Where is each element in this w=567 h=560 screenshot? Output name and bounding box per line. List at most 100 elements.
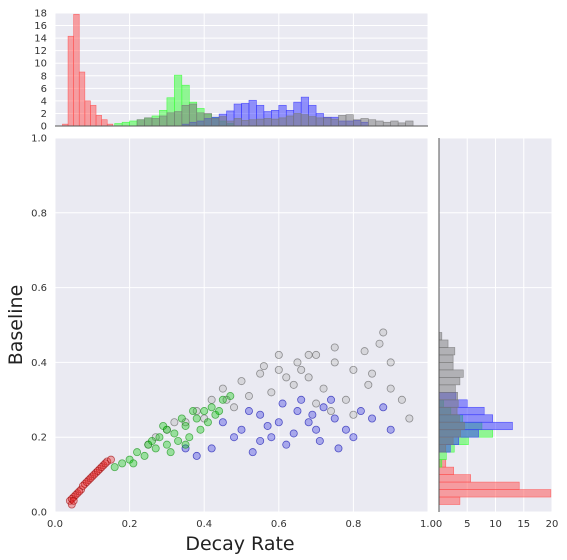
scatter-point: [244, 392, 253, 401]
top-hist-bar: [203, 113, 212, 127]
joint-y-tick-label: 0.4: [31, 358, 47, 369]
joint-x-tick-label: 0.0: [47, 519, 63, 530]
scatter-point: [312, 425, 321, 434]
scatter-point: [218, 384, 227, 393]
x-axis-label: Decay Rate: [185, 533, 294, 555]
top-hist-bar: [263, 118, 272, 127]
scatter-point: [256, 410, 265, 419]
scatter-point: [151, 444, 160, 453]
top-hist-bar: [345, 114, 354, 127]
top-hist-bar: [84, 100, 91, 127]
scatter-point: [341, 425, 350, 434]
scatter-point: [405, 414, 414, 423]
joint-y-ticks: 0.0 0.2 0.4 0.6 0.8 1.0: [31, 134, 47, 519]
top-hist-bar: [121, 121, 130, 127]
scatter-point: [379, 403, 388, 412]
right-hist-bar: [438, 481, 520, 490]
scatter-point: [263, 421, 272, 430]
scatter-point: [226, 392, 235, 401]
scatter-point: [282, 440, 291, 449]
top-hist-bar: [256, 118, 265, 127]
right-hist-bar: [438, 429, 461, 438]
y-axis-label: Baseline: [5, 285, 27, 366]
top-hist-bar: [144, 117, 153, 127]
top-hist-bar: [375, 120, 384, 127]
scatter-point: [274, 350, 283, 359]
top-hist-bar: [196, 112, 205, 127]
scatter-point: [174, 436, 183, 445]
scatter-point: [155, 433, 164, 442]
top-hist-bar: [218, 116, 227, 127]
right-hist-x-tick-label: 15: [517, 519, 530, 530]
scatter-point: [386, 425, 395, 434]
scatter-point: [181, 440, 190, 449]
scatter-point: [304, 373, 313, 382]
scatter-point: [312, 399, 321, 408]
scatter-point: [162, 440, 171, 449]
top-hist-y-tick-label: 18: [34, 9, 47, 20]
top-hist-bar: [323, 117, 332, 127]
scatter-point: [170, 429, 179, 438]
scatter-point: [397, 395, 406, 404]
right-hist-bar: [438, 496, 461, 505]
scatter-point: [274, 365, 283, 374]
scatter-point: [334, 444, 343, 453]
top-hist-bar: [233, 118, 242, 127]
scatter-point: [203, 418, 212, 427]
joint-grid: [54, 137, 429, 513]
scatter-point: [375, 339, 384, 348]
top-hist-bar: [368, 119, 377, 127]
right-hist-x-tick-label: 10: [489, 519, 502, 530]
scatter-point: [177, 414, 186, 423]
top-hist-y-tick-label: 8: [41, 71, 47, 82]
right-hist-bar: [438, 436, 454, 445]
joint-y-tick-label: 1.0: [31, 134, 47, 145]
scatter-point: [181, 421, 190, 430]
top-hist-bar: [285, 115, 295, 127]
scatter-point: [267, 388, 276, 397]
top-hist-bar: [159, 115, 168, 127]
top-hist-y-tick-label: 14: [34, 34, 47, 45]
top-hist-bar: [181, 104, 190, 127]
scatter-point: [386, 358, 395, 367]
scatter-point: [278, 399, 287, 408]
scatter-point: [327, 407, 336, 416]
scatter-point: [289, 429, 298, 438]
scatter-point: [349, 365, 358, 374]
scatter-point: [364, 380, 373, 389]
scatter-point: [360, 347, 369, 356]
top-hist-bar: [278, 117, 287, 127]
scatter-point: [129, 459, 138, 468]
scatter-point: [237, 425, 246, 434]
scatter-point: [289, 380, 298, 389]
joint-x-tick-label: 1.0: [420, 519, 436, 530]
right-hist-bar: [438, 421, 465, 431]
scatter-point: [356, 407, 365, 416]
joint-x-ticks: 0.0 0.2 0.4 0.6 0.8 1.0: [47, 519, 436, 530]
right-hist-bar: [438, 489, 552, 498]
scatter-point: [327, 395, 336, 404]
scatter-point: [207, 444, 216, 453]
scatter-point: [196, 425, 205, 434]
top-hist-bar: [73, 13, 80, 127]
right-hist-x-tick-label: 5: [464, 519, 470, 530]
right-hist-bar: [438, 392, 458, 401]
top-hist-y-tick-label: 4: [41, 96, 47, 107]
scatter-point: [67, 500, 76, 509]
scatter-point: [312, 350, 321, 359]
scatter-point: [106, 455, 115, 464]
scatter-point: [304, 350, 313, 359]
scatter-point: [349, 410, 358, 419]
right-hist-bar: [438, 384, 456, 393]
top-hist-bar: [166, 112, 175, 127]
joint-y-tick-label: 0.2: [31, 433, 47, 444]
right-hist-bar: [438, 354, 454, 363]
right-hist-x-tick-label: 0: [436, 519, 442, 530]
right-hist-bar: [438, 414, 460, 423]
top-hist-y-tick-label: 0: [41, 122, 47, 133]
top-hist-bar: [293, 113, 302, 127]
top-hist-bar: [211, 118, 220, 127]
joint-x-tick-label: 0.6: [271, 519, 287, 530]
top-hist-bar: [338, 115, 347, 127]
